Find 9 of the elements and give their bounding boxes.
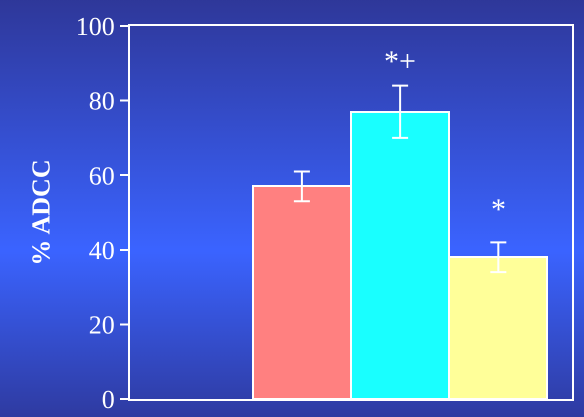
y-tick-label: 80: [88, 86, 115, 116]
y-tick-label: 0: [102, 385, 115, 414]
y-tick-label: 20: [88, 310, 115, 340]
annotation: *: [491, 193, 506, 226]
y-tick-label: 40: [88, 236, 115, 265]
y-tick-label: 100: [76, 12, 115, 42]
y-tick-label: 60: [88, 161, 115, 190]
annotation: *+: [384, 45, 416, 78]
y-axis-title: % ADCC: [26, 159, 56, 266]
